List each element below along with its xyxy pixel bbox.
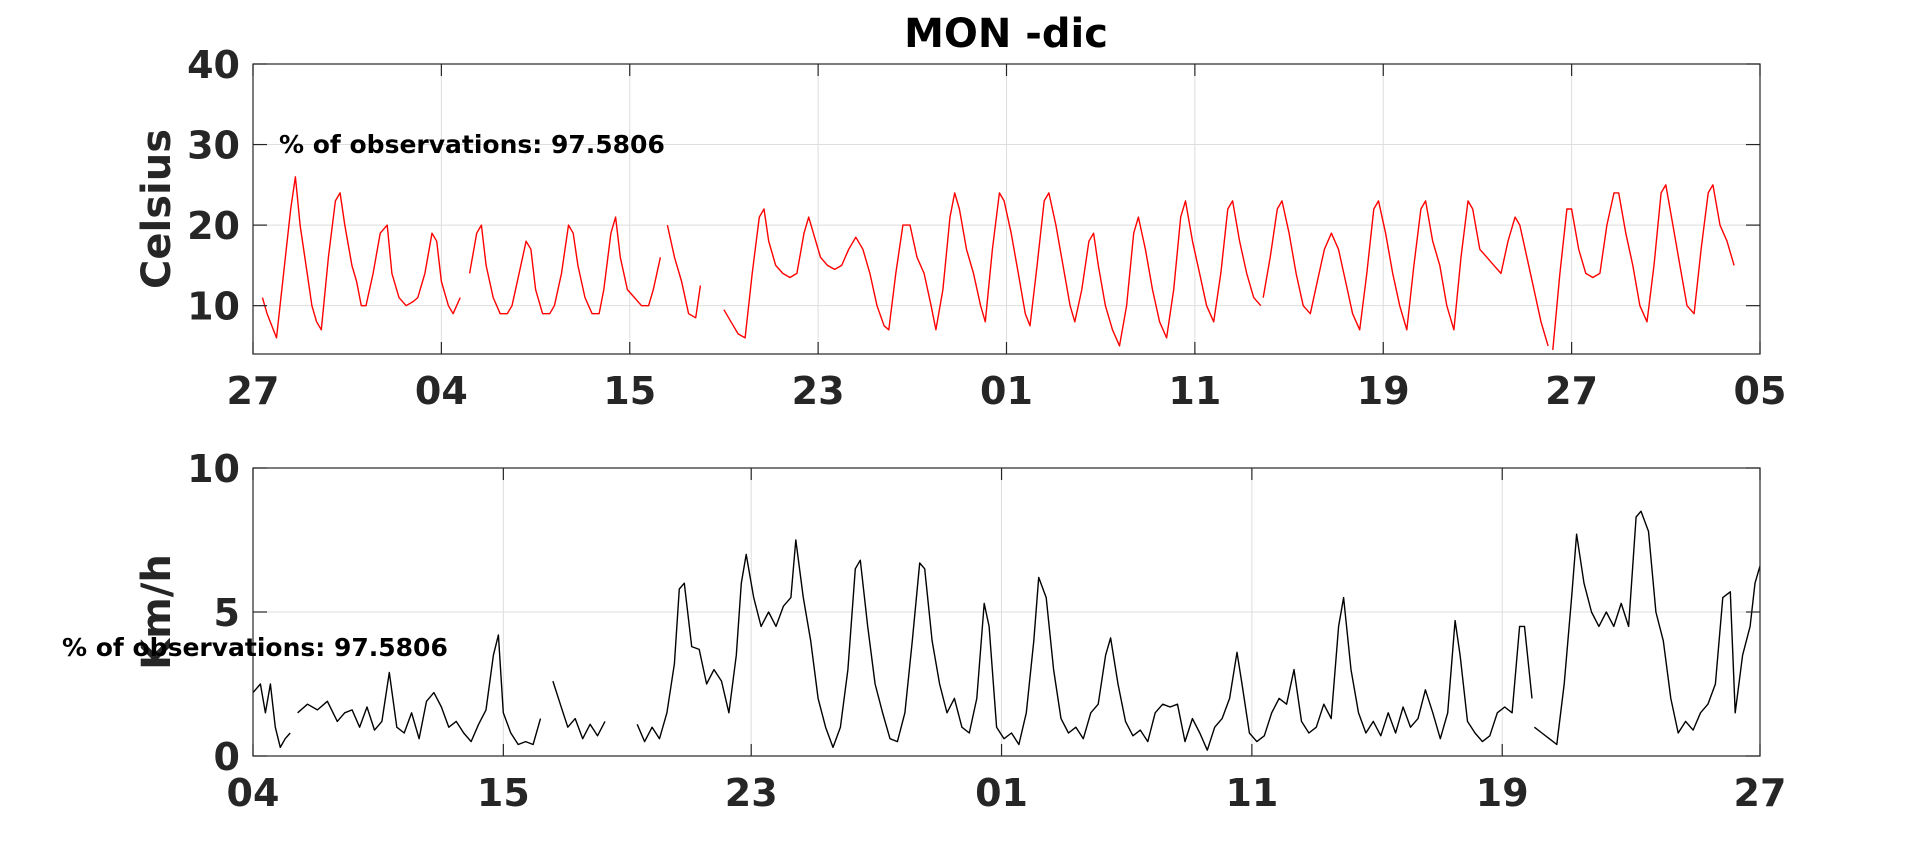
- temperature-x-tick-label: 19: [1357, 369, 1410, 413]
- wind-observations-note: % of observations: 97.5806: [62, 633, 448, 662]
- wind-x-tick-label: 23: [725, 771, 778, 815]
- wind-series-line: [552, 680, 606, 740]
- wind-x-tick-label: 19: [1476, 771, 1529, 815]
- temperature-y-axis-label: Celsius: [134, 129, 180, 289]
- wind-x-tick-label: 04: [227, 771, 280, 815]
- wind-y-axis-label: Km/h: [134, 554, 180, 670]
- temperature-x-tick-label: 27: [1545, 369, 1598, 413]
- temperature-series-line: [468, 216, 662, 315]
- wind-series-line: [636, 539, 1533, 751]
- wind-x-tick-label: 01: [975, 771, 1028, 815]
- temperature-y-tick-label: 10: [187, 285, 240, 329]
- temperature-series-line: [1552, 184, 1735, 351]
- wind-ticks: 04 15 23 01 11 19 27 0 5 10: [187, 447, 1786, 815]
- temperature-x-tick-label: 04: [415, 369, 468, 413]
- temperature-x-tick-label: 15: [603, 369, 656, 413]
- temperature-x-tick-label: 01: [980, 369, 1033, 413]
- temperature-y-tick-label: 30: [187, 124, 240, 168]
- temperature-x-tick-label: 05: [1734, 369, 1787, 413]
- temperature-x-tick-label: 11: [1168, 369, 1221, 413]
- wind-y-tick-label: 5: [214, 591, 240, 635]
- temperature-y-tick-label: 40: [187, 43, 240, 87]
- wind-panel: 04 15 23 01 11 19 27 0 5 10 Km/h % of observation…: [62, 447, 1786, 815]
- wind-series-line: [297, 634, 542, 746]
- temperature-y-tick-label: 20: [187, 204, 240, 248]
- temperature-series-line: [723, 192, 1262, 347]
- temperature-series: [261, 176, 1735, 351]
- temperature-series-line: [666, 224, 702, 319]
- wind-x-tick-label: 27: [1734, 771, 1787, 815]
- temperature-x-tick-label: 27: [227, 369, 280, 413]
- temperature-observations-note: % of observations: 97.5806: [279, 130, 665, 159]
- temperature-series-line: [261, 176, 461, 339]
- wind-series-line: [1533, 510, 1761, 746]
- temperature-ticks: 27 04 15 23 01 11 19 27 05 10 20 30 40: [187, 43, 1786, 413]
- temperature-series-line: [1262, 200, 1549, 347]
- wind-x-tick-label: 15: [477, 771, 530, 815]
- temperature-panel: 27 04 15 23 01 11 19 27 05 10 20 30 40 MON -dic Cels…: [134, 11, 1786, 413]
- wind-series-line: [252, 683, 291, 749]
- wind-y-tick-label: 0: [214, 735, 240, 779]
- temperature-x-tick-label: 23: [792, 369, 845, 413]
- wind-x-tick-label: 11: [1225, 771, 1278, 815]
- chart-title: MON -dic: [904, 11, 1108, 57]
- wind-y-tick-label: 10: [187, 447, 240, 491]
- wind-series: [252, 510, 1761, 751]
